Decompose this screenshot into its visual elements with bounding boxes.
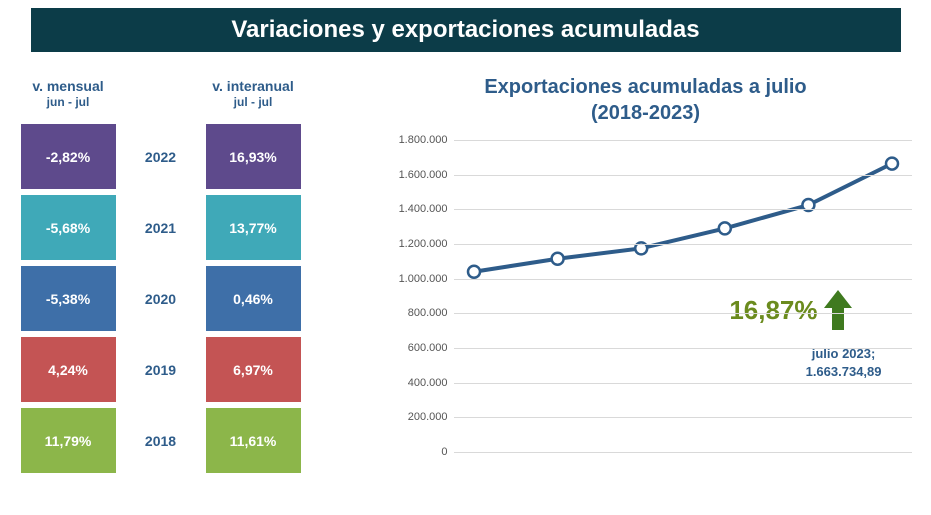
arrow-up-icon	[824, 290, 852, 330]
gridline	[454, 313, 912, 314]
chart-plot: 16,87% julio 2023; 1.663.734,89	[454, 140, 912, 452]
year-label: 2018	[131, 408, 191, 473]
callout-percent: 16,87%	[729, 290, 851, 330]
mensual-title: v. mensual	[32, 77, 103, 95]
y-tick-label: 1.400.000	[378, 203, 448, 215]
year-label: 2020	[131, 266, 191, 331]
chart-title-line2: (2018-2023)	[376, 100, 916, 126]
y-tick-label: 1.800.000	[378, 134, 448, 146]
callout-percent-text: 16,87%	[729, 295, 817, 326]
year-label: 2019	[131, 337, 191, 402]
inter-title: v. interanual	[212, 77, 293, 95]
chart-title-line1: Exportaciones acumuladas a julio	[376, 74, 916, 100]
cell-inter: 16,93%	[206, 124, 301, 189]
gridline	[454, 452, 912, 453]
chart-marker	[551, 253, 563, 265]
gridline	[454, 175, 912, 176]
cell-mensual: -2,82%	[21, 124, 116, 189]
y-tick-label: 800.000	[378, 307, 448, 319]
banner-title: Variaciones y exportaciones acumuladas	[231, 16, 699, 43]
chart-line	[474, 164, 892, 272]
gridline	[454, 348, 912, 349]
chart-marker	[468, 266, 480, 278]
y-tick-label: 1.000.000	[378, 273, 448, 285]
inter-subtitle: jul - jul	[212, 95, 293, 111]
callout-label: julio 2023; 1.663.734,89	[806, 345, 882, 380]
col-mensual: v. mensual jun - jul -2,82% -5,68% -5,38…	[16, 74, 121, 479]
cell-inter: 6,97%	[206, 337, 301, 402]
y-tick-label: 600.000	[378, 342, 448, 354]
chart-marker	[718, 222, 730, 234]
col-year: 2022 2021 2020 2019 2018	[121, 74, 201, 479]
y-tick-label: 400.000	[378, 377, 448, 389]
y-tick-label: 1.200.000	[378, 238, 448, 250]
col-inter-header: v. interanual jul - jul	[212, 74, 293, 114]
cell-inter: 0,46%	[206, 266, 301, 331]
gridline	[454, 140, 912, 141]
cell-mensual: 11,79%	[21, 408, 116, 473]
gridline	[454, 417, 912, 418]
y-tick-label: 1.600.000	[378, 169, 448, 181]
col-mensual-header: v. mensual jun - jul	[32, 74, 103, 114]
content-row: v. mensual jun - jul -2,82% -5,68% -5,38…	[16, 74, 916, 479]
gridline	[454, 279, 912, 280]
year-label: 2022	[131, 124, 191, 189]
chart-title: Exportaciones acumuladas a julio (2018-2…	[376, 74, 916, 126]
gridline	[454, 209, 912, 210]
chart-area: 16,87% julio 2023; 1.663.734,89 0 200.000…	[376, 140, 916, 470]
gridline	[454, 383, 912, 384]
variation-table: v. mensual jun - jul -2,82% -5,68% -5,38…	[16, 74, 366, 479]
cell-inter: 11,61%	[206, 408, 301, 473]
cell-mensual: -5,38%	[21, 266, 116, 331]
year-label: 2021	[131, 195, 191, 260]
cell-mensual: -5,68%	[21, 195, 116, 260]
col-interanual: v. interanual jul - jul 16,93% 13,77% 0,…	[201, 74, 306, 479]
cell-mensual: 4,24%	[21, 337, 116, 402]
y-tick-label: 0	[378, 446, 448, 458]
callout-label-line2: 1.663.734,89	[806, 363, 882, 381]
mensual-subtitle: jun - jul	[32, 95, 103, 111]
chart-marker	[886, 158, 898, 170]
page-banner: Variaciones y exportaciones acumuladas	[31, 8, 901, 52]
gridline	[454, 244, 912, 245]
cell-inter: 13,77%	[206, 195, 301, 260]
y-tick-label: 200.000	[378, 411, 448, 423]
chart-panel: Exportaciones acumuladas a julio (2018-2…	[366, 74, 916, 479]
